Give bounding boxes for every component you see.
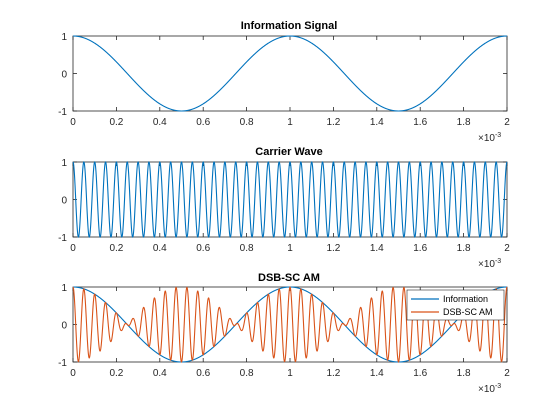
x-tick-label: 0.2 [109,368,123,379]
x-tick-label: 1.8 [457,117,471,128]
x-tick-label: 1.2 [326,243,340,254]
x-tick-label: 0.4 [153,243,167,254]
legend: Information DSB-SC AM [406,289,505,321]
x-tick-label: 0.4 [153,368,167,379]
y-tick-label: 1 [61,32,67,43]
x-tick-label: 1 [287,243,293,254]
x-tick-label: 1.6 [413,243,427,254]
x-tick-label: 0.8 [240,117,254,128]
legend-box [406,289,505,321]
chart-title: DSB-SC AM [258,272,320,284]
x-tick-label: 0 [70,243,76,254]
x-tick-label: 0.2 [109,117,123,128]
y-tick-label: 0 [61,321,67,332]
chart-title: Information Signal [241,20,338,32]
x-tick-label: 0.6 [196,117,210,128]
legend-label-information: Information [443,294,488,304]
x-tick-label: 1.6 [413,368,427,379]
chart-title: Carrier Wave [255,146,322,158]
y-tick-label: 1 [61,158,67,169]
y-tick-labels: 1 0 -1 [58,158,67,244]
axes-box [72,35,508,112]
x-axis-multiplier: ×10-3 [478,258,501,270]
x-tick-label: 0 [70,368,76,379]
series-line [73,35,507,112]
x-tick-label: 1 [287,117,293,128]
x-tick-label: 1.2 [326,368,340,379]
subplot-information-signal: Information Signal 0 0.2 0.4 0.6 0.8 1 1.2 1.4 1… [58,20,510,144]
y-tick-labels: 1 0 -1 [58,283,67,369]
x-tick-labels: 0 0.2 0.4 0.6 0.8 1 1.2 1.4 1.6 1.8 2 [70,117,510,128]
x-tick-label: 0.6 [196,368,210,379]
series-group [73,35,507,112]
x-tick-label: 0.6 [196,243,210,254]
x-tick-label: 0 [70,117,76,128]
y-tick-label: 0 [61,70,67,81]
axes-box [72,161,508,238]
y-tick-label: -1 [58,233,67,244]
x-tick-label: 1 [287,368,293,379]
x-tick-labels: 0 0.2 0.4 0.6 0.8 1 1.2 1.4 1.6 1.8 2 [70,243,510,254]
x-tick-label: 1.4 [370,117,384,128]
x-tick-label: 1.6 [413,117,427,128]
subplot-dsb-sc-am: DSB-SC AM 0 0.2 0.4 0.6 0.8 1 1.2 1.4 1.6 1.8 2 10… [58,272,510,395]
x-tick-label: 2 [504,243,510,254]
series-line [72,161,508,238]
subplot-carrier-wave: Carrier Wave 0 0.2 0.4 0.6 0.8 1 1.2 1.4 1.6 1.8 2… [58,146,510,270]
x-tick-label: 0.4 [153,117,167,128]
x-tick-label: 1.2 [326,117,340,128]
x-tick-label: 0.8 [240,243,254,254]
x-tick-label: 1.8 [457,368,471,379]
x-tick-label: 0.2 [109,243,123,254]
x-tick-labels: 0 0.2 0.4 0.6 0.8 1 1.2 1.4 1.6 1.8 2 [70,368,510,379]
y-tick-label: -1 [58,358,67,369]
y-tick-label: 0 [61,196,67,207]
legend-label-dsb-sc-am: DSB-SC AM [443,307,493,317]
x-tick-label: 1.4 [370,368,384,379]
x-axis-multiplier: ×10-3 [478,132,501,144]
x-axis-multiplier: ×10-3 [478,383,501,395]
x-tick-label: 2 [504,117,510,128]
x-tick-label: 1.8 [457,243,471,254]
y-tick-labels: 1 0 -1 [58,32,67,118]
x-tick-label: 1.4 [370,243,384,254]
x-tick-label: 2 [504,368,510,379]
y-tick-label: -1 [58,107,67,118]
y-tick-label: 1 [61,283,67,294]
series-group [72,161,508,238]
x-tick-label: 0.8 [240,368,254,379]
